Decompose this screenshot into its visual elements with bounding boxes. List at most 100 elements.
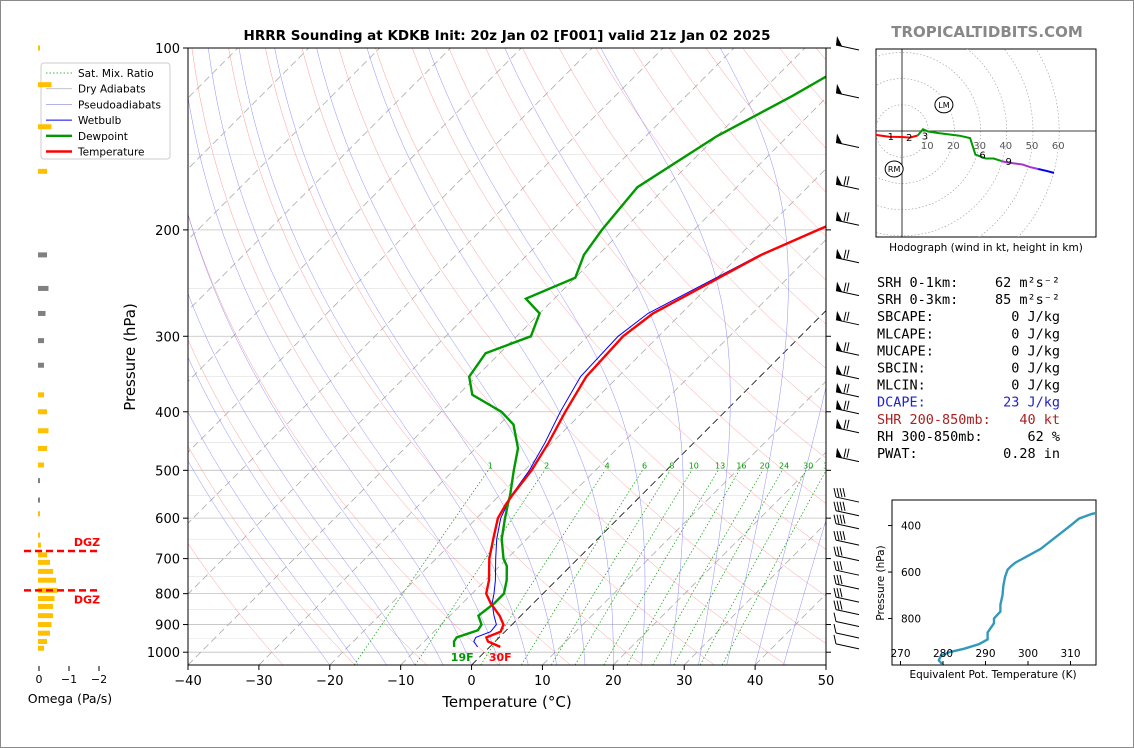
dry-adiabat [448, 48, 826, 504]
mixing-ratio-line [721, 470, 826, 665]
x-tick-label: 30 [676, 674, 693, 689]
mixing-ratio-line [699, 470, 807, 665]
mixing-ratio-line [480, 470, 606, 665]
omega-downward-bar [38, 362, 44, 368]
mixing-ratio-label: 13 [715, 461, 725, 470]
index-label: SRH 0-3km: [877, 292, 958, 308]
dewpoint-line [452, 75, 826, 647]
hodograph-ring-label: 30 [973, 141, 986, 152]
skewt-axis-ticks: −40 −30 −20 −10 0 10 20 30 40 50 100 200 300 400 500 60… [147, 42, 834, 689]
pseudo-adiabat [316, 48, 586, 665]
omega-tick-label: −1 [61, 673, 77, 686]
mixing-ratio-label: 4 [605, 461, 610, 470]
mixing-ratio-label: 20 [760, 461, 770, 470]
wind-barb [835, 175, 860, 190]
y-tick-label: 1000 [147, 646, 180, 661]
wind-barb [835, 36, 860, 51]
mixing-ratio-label: 1 [488, 461, 493, 470]
hodograph-marker-ring [934, 96, 954, 114]
left-mover-marker: LM [938, 101, 949, 110]
omega-upward-bar [38, 577, 56, 583]
omega-panel: DGZ DGZ 0 −1 −2 [24, 45, 107, 686]
theta-e-y-axis-label: Pressure (hPa) [875, 545, 887, 620]
legend-entry-label: Dry Adiabats [78, 84, 146, 96]
isotherm [188, 48, 522, 382]
mixing-ratio-line [414, 470, 545, 665]
mixing-ratio-label: 24 [779, 461, 789, 470]
pseudo-adiabat [366, 48, 614, 665]
omega-upward-bar [38, 511, 40, 517]
y-tick-label: 400 [155, 406, 180, 421]
dry-adiabat [338, 48, 826, 644]
dry-adiabat [375, 48, 826, 597]
dry-adiabat [265, 48, 715, 665]
hodograph-ring-label: 50 [1026, 141, 1039, 152]
dry-adiabat [188, 445, 356, 665]
y-tick-label: 900 [155, 619, 180, 634]
pseudo-adiabat [208, 48, 501, 665]
temperature-line [484, 225, 826, 648]
omega-upward-bar [38, 168, 47, 174]
wind-barb [835, 382, 860, 398]
omega-upward-bar [38, 638, 47, 644]
right-mover-marker: RM [888, 165, 901, 174]
x-tick-label: −40 [174, 674, 201, 689]
index-value: 85 m²s⁻² [995, 292, 1060, 308]
dry-adiabat [191, 48, 571, 665]
hodograph-ring-label: 20 [947, 141, 960, 152]
wind-barb [833, 561, 860, 576]
hodograph-trace [876, 133, 918, 139]
watermark-text: TROPICALTIDBITS.COM [891, 23, 1083, 41]
index-label: SBCIN: [877, 361, 926, 377]
pseudo-adiabat [238, 48, 529, 665]
pseudo-adiabat [504, 48, 684, 665]
pseudo-adiabat [754, 385, 826, 665]
omega-upward-bar [38, 532, 40, 538]
y-tick-label: 200 [155, 224, 180, 239]
dry-adiabat [485, 48, 826, 459]
isotherm [683, 522, 826, 665]
index-label: MLCIN: [877, 378, 926, 394]
x-tick-label: 0 [467, 674, 475, 689]
theta-e-x-tick-label: 310 [1060, 648, 1080, 660]
wind-barb [833, 623, 860, 639]
wind-barb [835, 133, 860, 148]
omega-upward-bar [38, 645, 44, 651]
dry-adiabat [188, 213, 499, 665]
omega-upward-bar [38, 568, 53, 574]
theta-e-y-tick-label: 400 [901, 521, 921, 533]
index-label: PWAT: [877, 446, 918, 462]
chart-title: HRRR Sounding at KDKB Init: 20z Jan 02 [… [244, 28, 771, 44]
omega-downward-bar [38, 285, 49, 291]
wind-barb [833, 612, 860, 628]
legend: Sat. Mix. Ratio Dry Adiabats Pseudoadiabat… [40, 62, 171, 160]
wind-barb [833, 634, 860, 650]
index-value: 0.28 in [1003, 446, 1060, 462]
mixing-ratio-line [521, 470, 643, 665]
dry-adiabat [188, 543, 284, 665]
skewt-background-grid: 1 2 4 6 8 10 13 16 20 24 30 36 [188, 48, 833, 665]
surface-value-labels: 19F 30F [451, 651, 512, 664]
wetbulb-line [473, 225, 826, 648]
wind-barb [835, 281, 860, 297]
pseudo-adiabat [428, 48, 646, 665]
wind-barb [833, 501, 860, 517]
hodograph-plot: 10 20 30 40 50 60 1 2 3 6 9 LM RM [876, 49, 1096, 237]
hodograph-ring-label: 40 [999, 141, 1012, 152]
hodograph-height-label: 1 [888, 132, 894, 143]
y-tick-label: 600 [155, 512, 180, 527]
theta-e-y-tick-label: 800 [901, 614, 921, 626]
omega-upward-bar [38, 409, 47, 415]
mixing-ratio-label: 36 [823, 461, 833, 470]
dry-adiabat [228, 48, 643, 665]
x-tick-label: −20 [316, 674, 343, 689]
isotherm [329, 168, 826, 665]
isotherm [258, 97, 826, 665]
hodograph-trace [1001, 160, 1039, 170]
wind-barb [835, 364, 860, 380]
wind-barb [835, 399, 860, 415]
theta-e-plot [937, 511, 1096, 665]
skewt-axes-frame [187, 47, 827, 666]
omega-downward-bar [38, 478, 40, 484]
pseudo-adiabat [188, 95, 472, 665]
